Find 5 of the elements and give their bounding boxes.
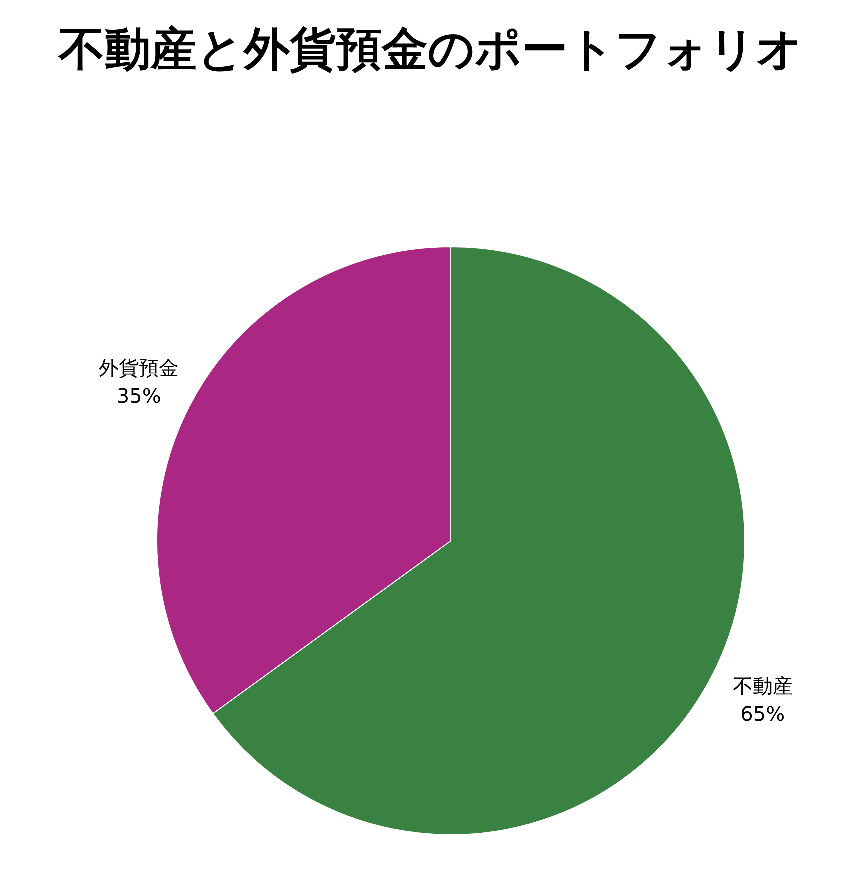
slice-label: 不動産 bbox=[732, 674, 793, 698]
chart-title: 不動産と外貨預金のポートフォリオ bbox=[57, 21, 804, 78]
slice-label: 外貨預金 bbox=[99, 356, 180, 380]
data-label: 65% bbox=[740, 702, 786, 726]
data-label: 35% bbox=[116, 384, 162, 408]
